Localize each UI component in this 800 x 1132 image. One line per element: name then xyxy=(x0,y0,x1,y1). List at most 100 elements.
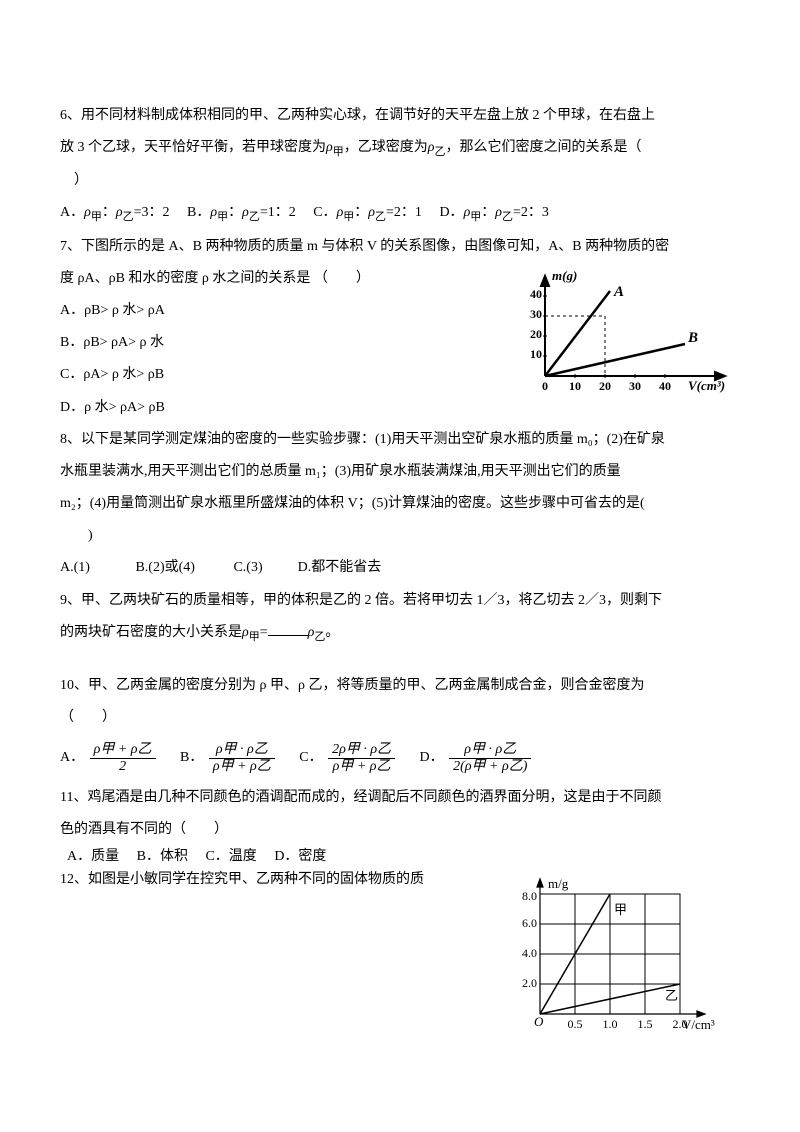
xtick-0: 0 xyxy=(542,379,548,393)
q8-opt-b: B.(2)或(4) xyxy=(135,560,195,575)
q8-opt-a: A.(1) xyxy=(60,560,90,575)
xtick-10: 10 xyxy=(569,379,581,393)
q8-opt-c: C.(3) xyxy=(233,560,262,575)
q6b-c: ： xyxy=(228,197,242,229)
q8-line2: 水瓶里装满水,用天平测出它们的总质量 m₁；(3)用矿泉水瓶装满煤油,用天平测出… xyxy=(60,456,740,488)
q10-opt-d-label: D． xyxy=(420,750,444,765)
q6a-r1: ρ xyxy=(84,197,91,229)
q11-line2: 色的酒具有不同的（ ） xyxy=(60,814,740,846)
q10-opt-a-label: A． xyxy=(60,750,84,765)
question-7: 7、下图所示的是 A、B 两种物质的质量 m 与体积 V 的关系图像，由图像可知… xyxy=(60,231,740,424)
ytick-20: 20 xyxy=(530,327,542,341)
ytick12-4: 8.0 xyxy=(522,889,537,903)
q6-opt-b-label: B． xyxy=(187,197,210,229)
ytick-10: 10 xyxy=(530,347,542,361)
q10-opt-b-label: B． xyxy=(180,750,203,765)
q6c-c: ： xyxy=(354,197,368,229)
q10-line2: （ ） xyxy=(60,702,740,734)
q6-line1: 6、用不同材料制成体积相同的甲、乙两种实心球，在调节好的天平左盘上放 2 个甲球… xyxy=(60,100,740,132)
question-6: 6、用不同材料制成体积相同的甲、乙两种实心球，在调节好的天平左盘上放 2 个甲球… xyxy=(60,100,740,231)
q11-opt-d: D．密度 xyxy=(274,849,326,864)
xtick12-1: 0.5 xyxy=(568,1017,583,1031)
q6b-s1: 甲 xyxy=(217,211,228,223)
q6c-s2: 乙 xyxy=(375,211,386,223)
ytick12-3: 6.0 xyxy=(522,916,537,930)
q6-line2: 放 3 个乙球，天平恰好平衡，若甲球密度为ρ甲，乙球密度为ρ乙，那么它们密度之间… xyxy=(60,132,740,165)
q11-opt-c: C．温度 xyxy=(205,849,256,864)
q6-opt-d-label: D． xyxy=(439,197,463,229)
question-12: 12、如图是小敏同学在控究甲、乙两种不同的固体物质的质 m/g V/cm³ 2.… xyxy=(60,869,740,891)
q11-options: A．质量 B．体积 C．温度 D．密度 xyxy=(60,846,740,868)
q10d-den: 2(ρ甲 + ρ乙) xyxy=(449,759,531,774)
q10-frac-b: ρ甲 · ρ乙ρ甲 + ρ乙 xyxy=(209,742,275,774)
label-yi: 乙 xyxy=(665,988,678,1003)
rho-jia: ρ xyxy=(326,140,333,155)
q6a-c: ： xyxy=(102,197,116,229)
q7-line1: 7、下图所示的是 A、B 两种物质的质量 m 与体积 V 的关系图像，由图像可知… xyxy=(60,231,740,263)
xtick-30: 30 xyxy=(629,379,641,393)
q6b-eq: =1：2 xyxy=(260,197,296,229)
q10-frac-d: ρ甲 · ρ乙2(ρ甲 + ρ乙) xyxy=(449,742,531,774)
q6d-eq: =2：3 xyxy=(513,197,549,229)
label-b: B xyxy=(687,330,698,346)
q10-line1: 10、甲、乙两金属的密度分别为 ρ 甲、ρ 乙，将等质量的甲、乙两金属制成合金，… xyxy=(60,670,740,702)
q11-opt-a: A．质量 xyxy=(67,849,119,864)
q10d-num: ρ甲 · ρ乙 xyxy=(449,742,531,758)
q10c-den: ρ甲 + ρ乙 xyxy=(328,759,395,774)
question-9: 9、甲、乙两块矿石的质量相等，甲的体积是乙的 2 倍。若将甲切去 1／3，将乙切… xyxy=(60,585,740,650)
q6b-s2: 乙 xyxy=(249,211,260,223)
q6-options: A．ρ甲：ρ乙=3：2 B．ρ甲：ρ乙=1：2 C．ρ甲：ρ乙=2：1 D．ρ甲… xyxy=(60,197,740,230)
q9-line2: 的两块矿石密度的大小关系是ρ甲=ρ乙。 xyxy=(60,617,740,650)
q8-line1: 8、以下是某同学测定煤油的密度的一些实验步骤：(1)用天平测出空矿泉水瓶的质量 … xyxy=(60,424,740,456)
q6d-c: ： xyxy=(481,197,495,229)
q6-opt-a-label: A． xyxy=(60,197,84,229)
q8-opt-d: D.都不能省去 xyxy=(298,560,382,575)
q9-sub1: 甲 xyxy=(249,631,260,643)
q9-rho1: ρ xyxy=(242,625,249,640)
q10b-den: ρ甲 + ρ乙 xyxy=(209,759,275,774)
q7-opt-d: D．ρ 水> ρA> ρB xyxy=(60,392,740,424)
q6-l2c: ，那么它们密度之间的关系是（ xyxy=(445,140,641,155)
q6-opt-c-label: C． xyxy=(313,197,336,229)
q10b-num: ρ甲 · ρ乙 xyxy=(209,742,275,758)
q6-l2a: 放 3 个乙球，天平恰好平衡，若甲球密度为 xyxy=(60,140,326,155)
q11-opt-b: B．体积 xyxy=(137,849,188,864)
q9-end: 。 xyxy=(325,625,339,640)
q10a-num: ρ甲 + ρ乙 xyxy=(90,742,156,758)
q6b-r2: ρ xyxy=(242,197,249,229)
question-11: 11、鸡尾酒是由几种不同颜色的酒调配而成的，经调配后不同颜色的酒界面分明，这是由… xyxy=(60,782,740,869)
ytick-30: 30 xyxy=(530,307,542,321)
q10-opt-c-label: C． xyxy=(299,750,322,765)
label-jia: 甲 xyxy=(614,902,627,917)
q9-sub2: 乙 xyxy=(314,631,325,643)
ytick12-2: 4.0 xyxy=(522,946,537,960)
xtick12-3: 1.5 xyxy=(638,1017,653,1031)
origin-label: O xyxy=(534,1014,544,1029)
q8-line3: m₂；(4)用量筒测出矿泉水瓶里所盛煤油的体积 V；(5)计算煤油的密度。这些步… xyxy=(60,488,740,520)
xtick12-4: 2.0 xyxy=(673,1017,688,1031)
xtick-40: 40 xyxy=(659,379,671,393)
ytick-40: 40 xyxy=(530,287,542,301)
q10a-den: 2 xyxy=(90,759,156,774)
q10-frac-c: 2ρ甲 · ρ乙ρ甲 + ρ乙 xyxy=(328,742,395,774)
sub-yi: 乙 xyxy=(434,146,445,158)
xtick12-2: 1.0 xyxy=(603,1017,618,1031)
q6-line3: ） xyxy=(60,165,740,197)
q9-eq: = xyxy=(260,625,268,640)
ytick12-1: 2.0 xyxy=(522,976,537,990)
q9-l2a: 的两块矿石密度的大小关系是 xyxy=(60,625,242,640)
question-8: 8、以下是某同学测定煤油的密度的一些实验步骤：(1)用天平测出空矿泉水瓶的质量 … xyxy=(60,424,740,585)
q6-l2b: ，乙球密度为 xyxy=(344,140,428,155)
q6a-eq: =3：2 xyxy=(134,197,170,229)
q11-line1: 11、鸡尾酒是由几种不同颜色的酒调配而成的，经调配后不同颜色的酒界面分明，这是由… xyxy=(60,782,740,814)
y-axis-label-12: m/g xyxy=(548,876,569,891)
question-10: 10、甲、乙两金属的密度分别为 ρ 甲、ρ 乙，将等质量的甲、乙两金属制成合金，… xyxy=(60,670,740,782)
q6d-s1: 甲 xyxy=(470,211,481,223)
graph-q12: m/g V/cm³ 2.0 4.0 6.0 8.0 0.5 1.0 1.5 2.… xyxy=(510,874,720,1039)
sub-jia: 甲 xyxy=(333,146,344,158)
xtick-20: 20 xyxy=(599,379,611,393)
graph-q7: m(g) V(cm³) 10 20 30 40 0 10 20 30 40 A xyxy=(510,266,740,396)
q9-line1: 9、甲、乙两块矿石的质量相等，甲的体积是乙的 2 倍。若将甲切去 1／3，将乙切… xyxy=(60,585,740,617)
y-axis-label: m(g) xyxy=(552,268,577,283)
label-a: A xyxy=(613,284,624,300)
